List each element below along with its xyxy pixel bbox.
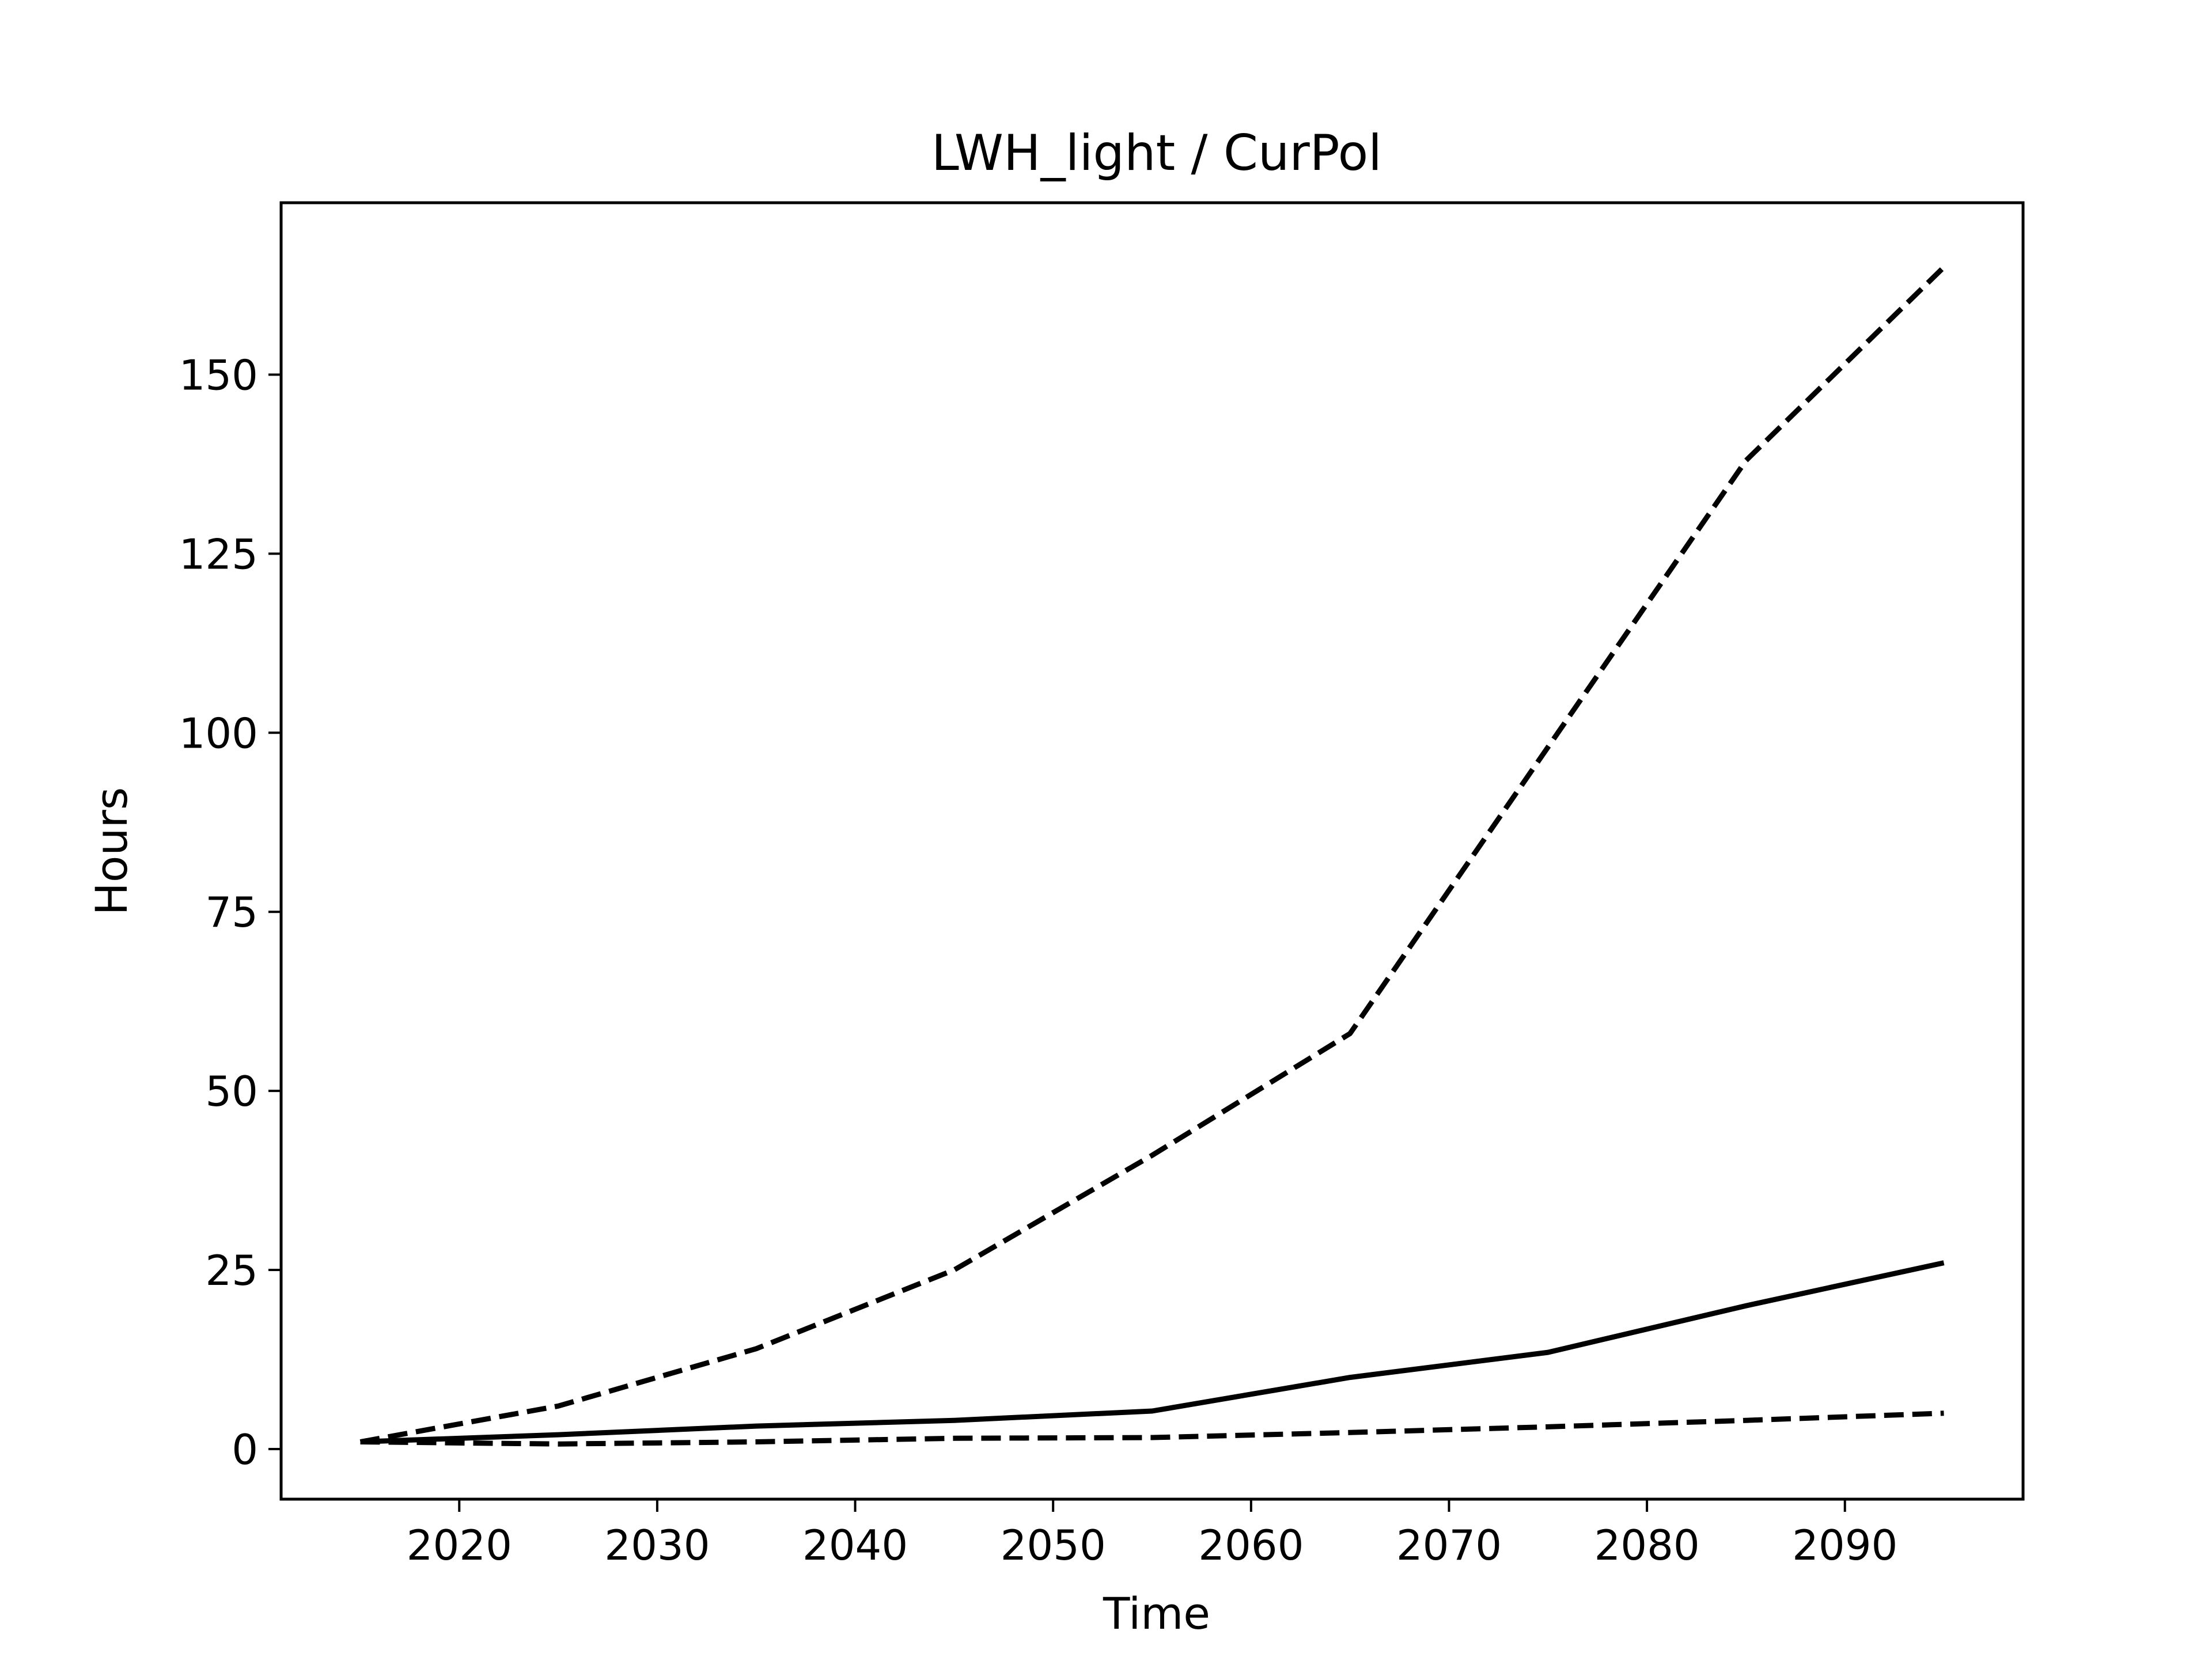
y-tick-label: 0 — [232, 1425, 258, 1474]
x-tick-label: 2070 — [1396, 1521, 1502, 1569]
x-tick-label: 2050 — [1001, 1521, 1106, 1569]
x-tick-label: 2040 — [802, 1521, 908, 1569]
x-tick-label: 2020 — [407, 1521, 512, 1569]
x-tick-label: 2060 — [1198, 1521, 1304, 1569]
y-tick-label: 150 — [179, 351, 258, 399]
series-line-dashed-lower — [360, 1410, 1944, 1447]
y-tick-label: 75 — [205, 888, 258, 936]
y-tick-label: 50 — [205, 1067, 258, 1116]
x-axis-label: Time — [1103, 1588, 1210, 1639]
y-tick-label: 25 — [205, 1246, 258, 1295]
plot-frame — [279, 201, 2025, 1501]
chart-title: LWH_light / CurPol — [931, 124, 1382, 182]
x-tick-label: 2090 — [1792, 1521, 1897, 1569]
series-line-dashed-upper — [359, 265, 1946, 1444]
y-tick-label: 100 — [179, 709, 258, 757]
series-line-solid — [360, 1260, 1945, 1444]
x-tick-label: 2080 — [1594, 1521, 1699, 1569]
axis-ticks: 2020 2030 2040 2050 2060 2070 2080 2090 0 25 50 75 1… — [179, 351, 1898, 1569]
y-tick-label: 125 — [179, 530, 258, 578]
series-lines — [359, 265, 1946, 1447]
y-axis-label: Hours — [86, 787, 137, 916]
x-tick-label: 2030 — [604, 1521, 710, 1569]
